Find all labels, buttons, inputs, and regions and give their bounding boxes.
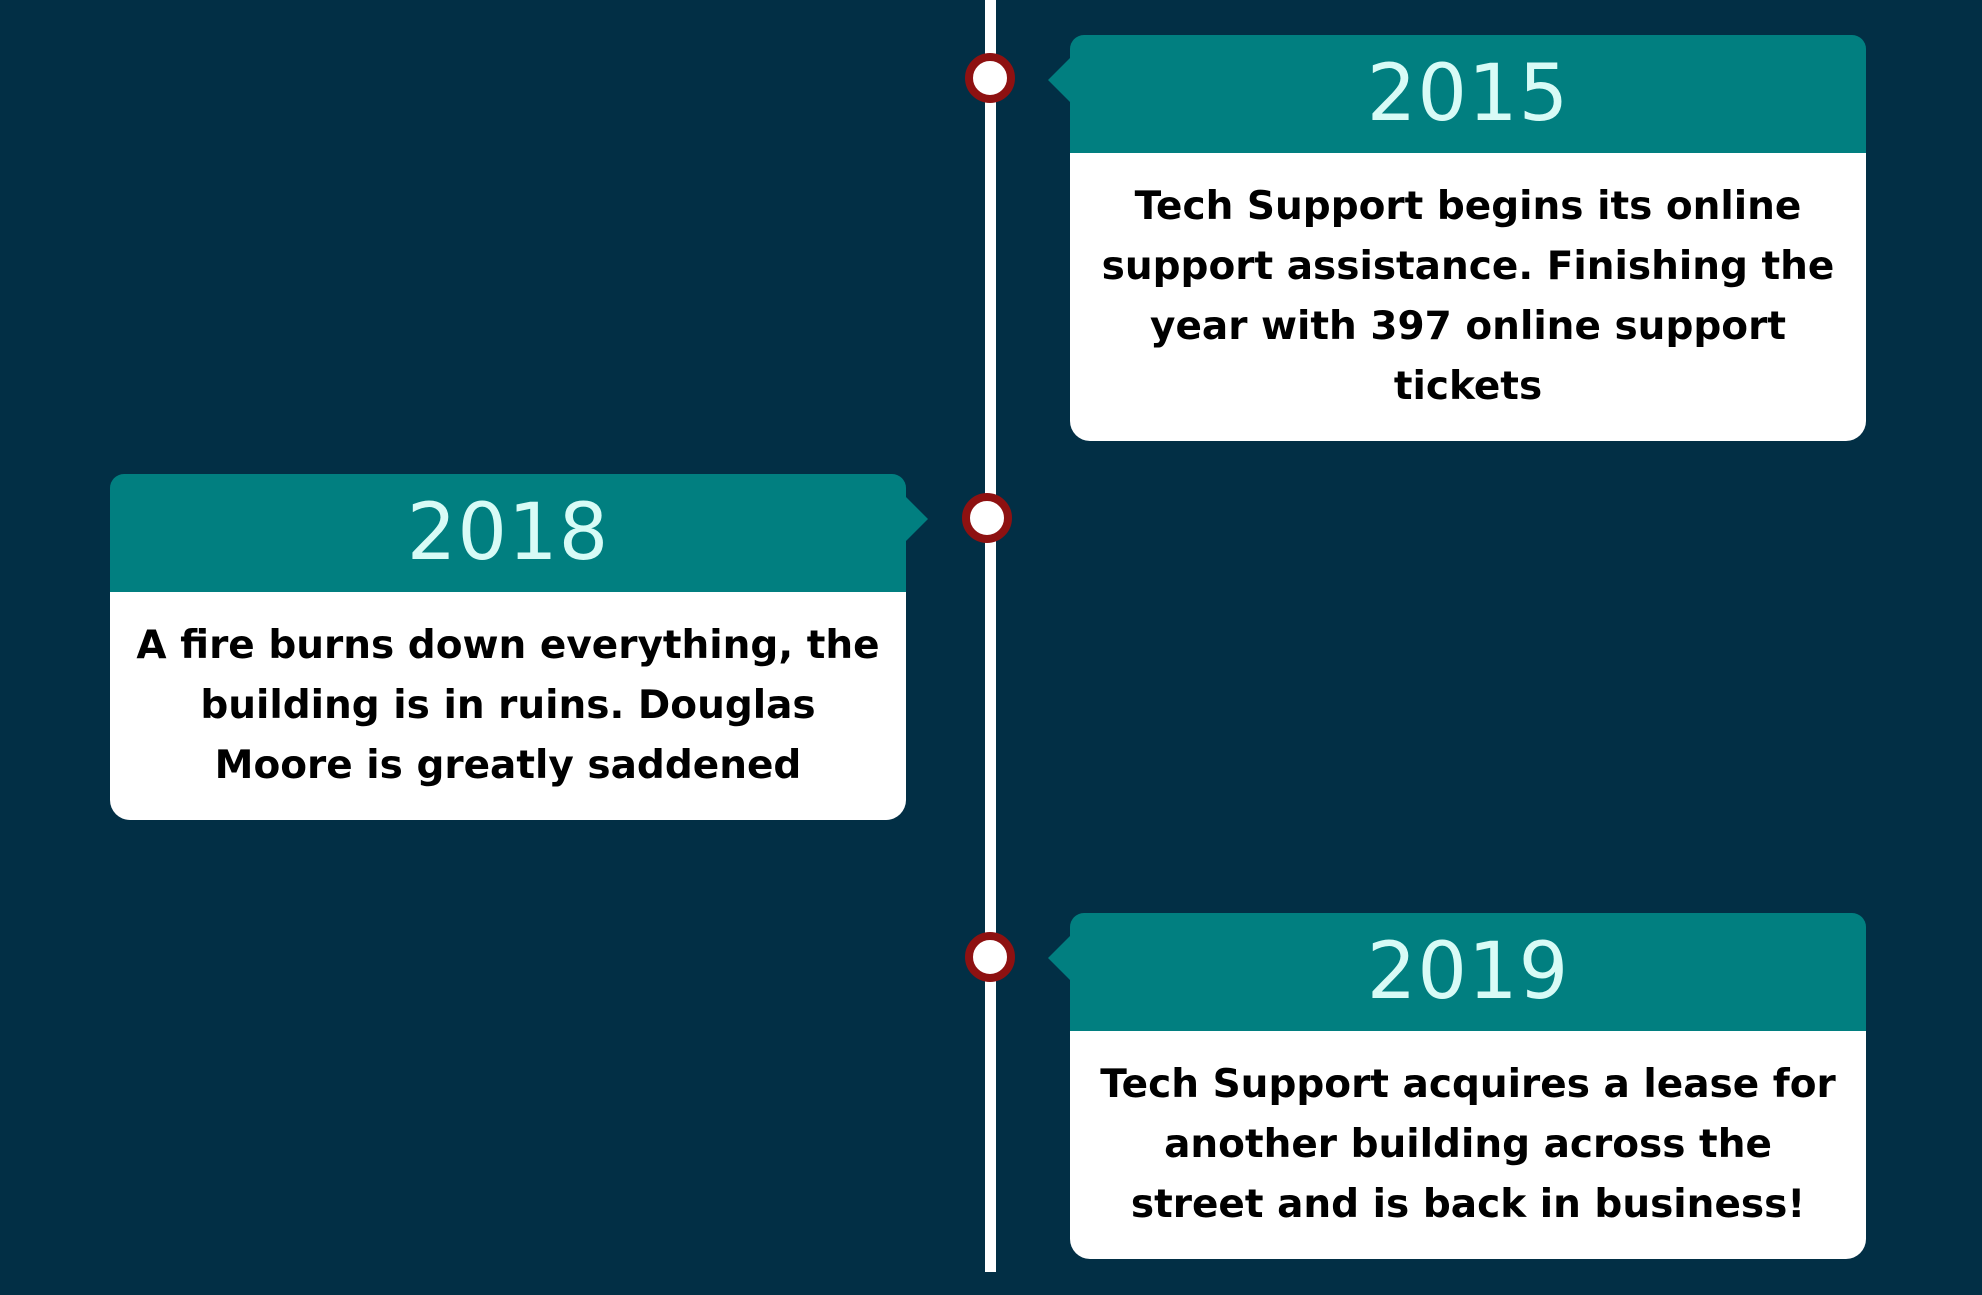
event-card-header: 2018 [110, 474, 928, 592]
timeline-dot-2019 [965, 932, 1015, 982]
timeline-dot-2018 [962, 493, 1012, 543]
event-card-header: 2015 [1048, 35, 1866, 153]
timeline-line [985, 0, 996, 1272]
event-card-2019: 2019 Tech Support acquires a lease for a… [1048, 913, 1866, 1259]
event-card-2018: 2018 A fire burns down everything, the b… [110, 474, 928, 820]
event-year: 2018 [406, 488, 610, 578]
event-year: 2015 [1366, 49, 1570, 139]
event-description: Tech Support acquires a lease for anothe… [1100, 1062, 1836, 1227]
timeline-dot-2015 [965, 53, 1015, 103]
event-card-2015: 2015 Tech Support begins its online supp… [1048, 35, 1866, 441]
event-card-header: 2019 [1048, 913, 1866, 1031]
event-description: Tech Support begins its online support a… [1101, 184, 1835, 409]
event-year: 2019 [1366, 927, 1570, 1017]
event-description: A fire burns down everything, the buildi… [136, 623, 880, 788]
